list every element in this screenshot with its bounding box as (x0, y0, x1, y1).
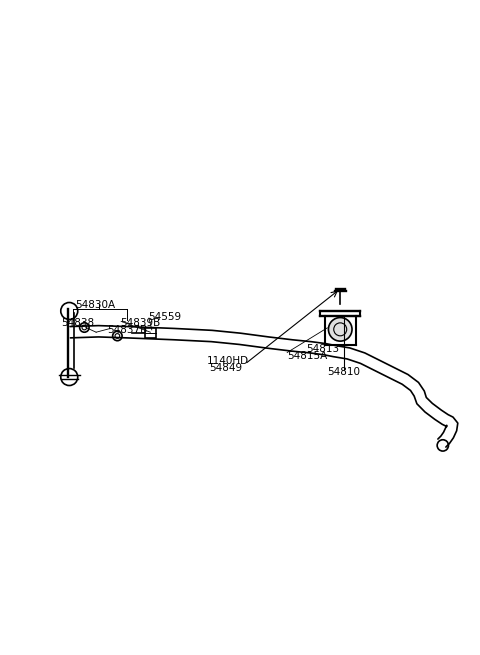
Text: 54837B: 54837B (107, 325, 147, 335)
Text: 54839B: 54839B (120, 318, 160, 328)
Text: 54838: 54838 (61, 318, 94, 328)
Text: 1140HD: 1140HD (207, 356, 249, 365)
FancyBboxPatch shape (145, 328, 156, 338)
Circle shape (328, 318, 352, 341)
Text: 54815A: 54815A (287, 351, 327, 361)
Text: 54849: 54849 (209, 363, 242, 373)
Text: 54830A: 54830A (75, 301, 115, 310)
Text: 54559: 54559 (148, 312, 181, 322)
Text: 54813: 54813 (306, 344, 339, 354)
Text: 54810: 54810 (327, 367, 360, 377)
